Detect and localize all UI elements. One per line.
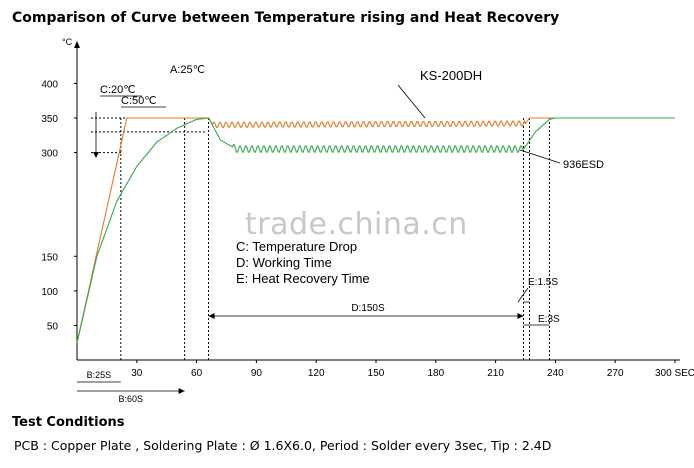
watermark: trade.china.cn — [245, 207, 468, 242]
annot-b2: B:60S — [119, 394, 144, 404]
x-tick-label-150: 150 — [368, 368, 385, 379]
series-label-936esd: 936ESD — [563, 159, 604, 171]
series-line-936esd — [76, 117, 675, 343]
annot-c-arrowhead — [93, 152, 99, 158]
x-tick-label-30: 30 — [131, 368, 143, 379]
annot-e2: E:3S — [538, 314, 560, 325]
annot-b2-arrow — [178, 388, 185, 394]
annotation-layer: KS-200DH 936ESD A:25℃ C:20℃C:50℃ C: Temperat… — [77, 64, 604, 404]
y-tick-label-300: 300 — [41, 149, 58, 160]
annot-d-arrow-right — [517, 313, 524, 319]
x-tick-label-60: 60 — [191, 368, 203, 379]
test-conditions-line: PCB : Copper Plate , Soldering Plate : Ø… — [14, 438, 552, 453]
y-tick-label-100: 100 — [41, 287, 58, 298]
x-tick-label-240: 240 — [547, 368, 564, 379]
annot-c1: C:20℃ — [100, 84, 136, 96]
x-tick-label-120: 120 — [308, 368, 325, 379]
y-tick-label-50: 50 — [47, 321, 59, 332]
y-axis-arrow — [74, 41, 80, 48]
x-tick-label-180: 180 — [427, 368, 444, 379]
test-conditions-heading: Test Conditions — [12, 415, 125, 430]
page-title: Comparison of Curve between Temperature … — [12, 10, 560, 26]
y-tick-label-150: 150 — [41, 252, 58, 263]
series-layer — [76, 117, 675, 343]
annot-d: D:150S — [351, 303, 385, 314]
annot-d-arrow-left — [208, 313, 215, 319]
annot-e1: E:1.5S — [528, 277, 558, 288]
legend-e: E: Heat Recovery Time — [236, 271, 370, 286]
annot-c2: C:50℃ — [121, 95, 157, 107]
x-tick-label-90: 90 — [251, 368, 263, 379]
series-label-936esd-leader — [519, 149, 561, 164]
x-tick-label-300: 300 SEC — [655, 368, 694, 379]
annot-e1-leader — [517, 287, 529, 303]
x-tick-label-270: 270 — [607, 368, 624, 379]
legend-d: D: Working Time — [236, 255, 332, 270]
y-tick-label-400: 400 — [41, 79, 58, 90]
temperature-recovery-chart: °C 50 100 150 300 350 400 30 60 90 120 150 180 210 240… — [41, 37, 694, 404]
legend-c: C: Temperature Drop — [236, 239, 357, 254]
annot-b1: B:25S — [87, 370, 112, 380]
series-label-ks-200dh: KS-200DH — [420, 68, 482, 83]
series-label-ks-leader — [397, 84, 426, 119]
x-tick-label-210: 210 — [487, 368, 504, 379]
y-tick-label-350: 350 — [41, 114, 58, 125]
y-unit-label: °C — [62, 37, 73, 47]
axis-layer: °C 50 100 150 300 350 400 30 60 90 120 150 180 210 240… — [41, 37, 694, 379]
annot-a: A:25℃ — [170, 64, 205, 76]
